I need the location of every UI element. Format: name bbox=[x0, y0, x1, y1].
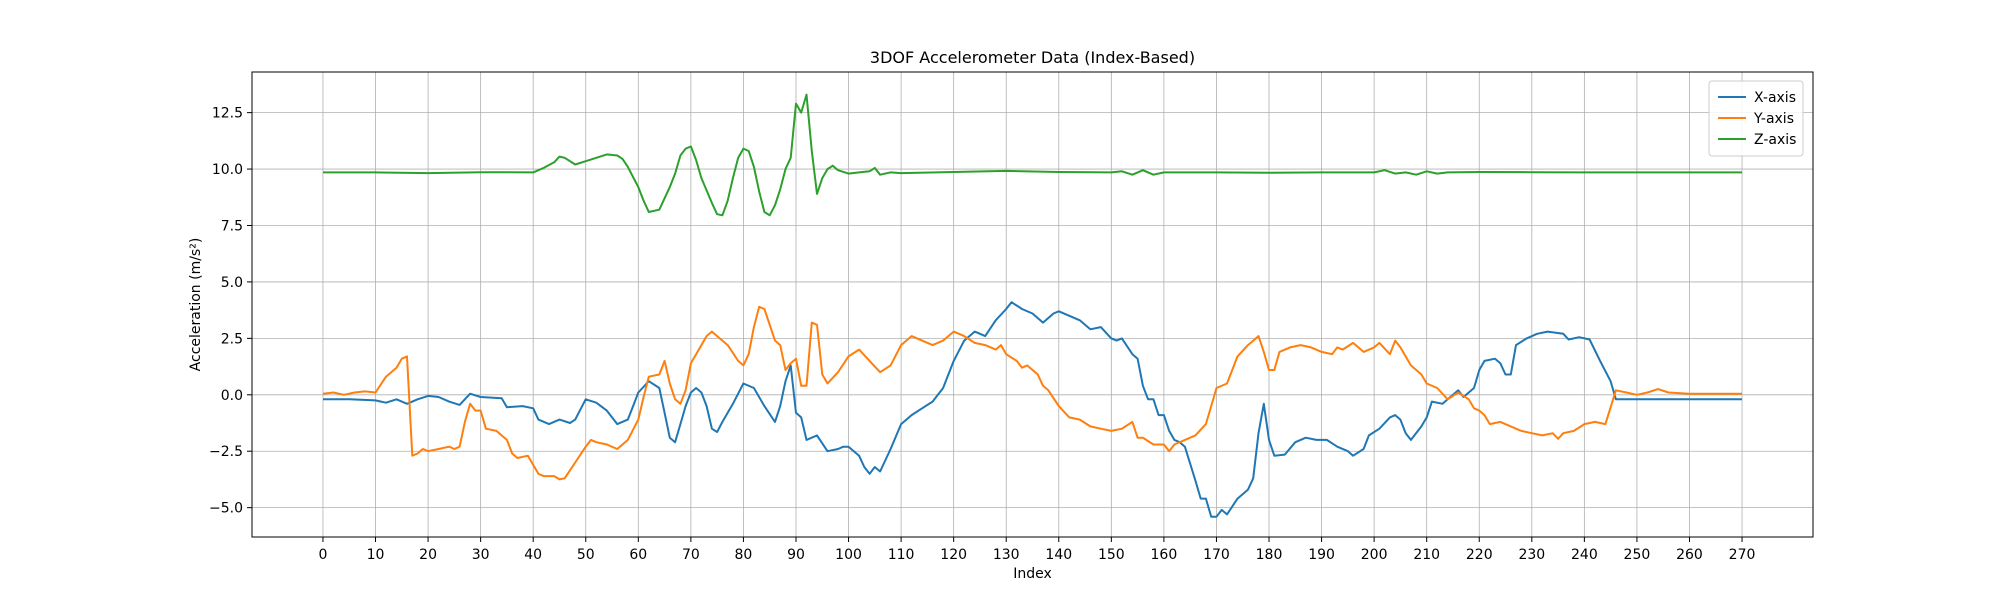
y-tick-label: 0.0 bbox=[221, 388, 243, 404]
legend-label: Y-axis bbox=[1753, 111, 1794, 127]
x-tick-label: 10 bbox=[367, 547, 385, 563]
x-tick-label: 230 bbox=[1518, 547, 1545, 563]
axis-ticks: 0 10 20 30 40 50 60 70 80 90 100 110 120 130 140 150 160… bbox=[209, 106, 1755, 563]
x-tick-label: 240 bbox=[1571, 547, 1598, 563]
x-tick-label: 20 bbox=[419, 547, 437, 563]
x-tick-label: 80 bbox=[735, 547, 753, 563]
x-tick-label: 120 bbox=[940, 547, 967, 563]
series-line-x-axis bbox=[323, 301, 1742, 518]
x-tick-label: 140 bbox=[1045, 547, 1072, 563]
x-tick-label: 220 bbox=[1466, 547, 1493, 563]
x-tick-label: 190 bbox=[1308, 547, 1335, 563]
y-tick-label: 5.0 bbox=[221, 275, 243, 291]
series-lines bbox=[322, 93, 1742, 518]
series-line-z-axis bbox=[323, 93, 1742, 217]
x-tick-label: 90 bbox=[787, 547, 805, 563]
x-tick-label: 270 bbox=[1729, 547, 1756, 563]
legend-label: Z-axis bbox=[1754, 132, 1796, 148]
x-tick-label: 0 bbox=[318, 547, 327, 563]
x-tick-label: 50 bbox=[577, 547, 595, 563]
x-axis-label: Index bbox=[1013, 566, 1052, 582]
x-tick-label: 180 bbox=[1256, 547, 1283, 563]
legend: X-axis Y-axis Z-axis bbox=[1708, 80, 1804, 157]
plot-frame bbox=[251, 71, 1814, 538]
x-tick-label: 130 bbox=[993, 547, 1020, 563]
x-tick-label: 40 bbox=[524, 547, 542, 563]
legend-label: X-axis bbox=[1754, 90, 1796, 106]
legend-box bbox=[1708, 80, 1804, 157]
x-tick-label: 70 bbox=[682, 547, 700, 563]
chart-title: 3DOF Accelerometer Data (Index-Based) bbox=[870, 48, 1195, 67]
x-tick-label: 200 bbox=[1361, 547, 1388, 563]
x-tick-label: 260 bbox=[1676, 547, 1703, 563]
y-tick-label: 2.5 bbox=[221, 331, 243, 347]
y-tick-label: 12.5 bbox=[212, 106, 243, 122]
x-tick-label: 150 bbox=[1098, 547, 1125, 563]
x-tick-label: 210 bbox=[1413, 547, 1440, 563]
x-tick-label: 110 bbox=[888, 547, 915, 563]
x-tick-label: 30 bbox=[472, 547, 490, 563]
y-tick-label: 7.5 bbox=[221, 218, 243, 234]
series-line-y-axis bbox=[322, 305, 1742, 481]
y-tick-label: −2.5 bbox=[209, 444, 243, 460]
x-tick-label: 60 bbox=[629, 547, 647, 563]
y-tick-label: −5.0 bbox=[209, 501, 243, 517]
y-axis-label: Acceleration (m/s²) bbox=[188, 238, 204, 372]
x-tick-label: 170 bbox=[1203, 547, 1230, 563]
x-tick-label: 100 bbox=[835, 547, 862, 563]
y-tick-label: 10.0 bbox=[212, 162, 243, 178]
x-tick-label: 160 bbox=[1151, 547, 1178, 563]
x-tick-label: 250 bbox=[1624, 547, 1651, 563]
grid bbox=[252, 72, 1813, 537]
